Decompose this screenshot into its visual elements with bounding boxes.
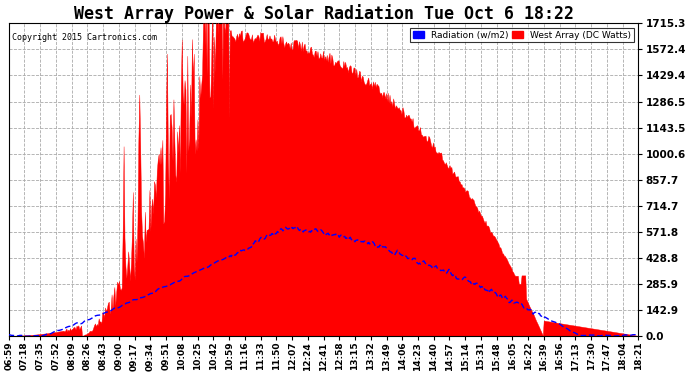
Text: Copyright 2015 Cartronics.com: Copyright 2015 Cartronics.com xyxy=(12,33,157,42)
Title: West Array Power & Solar Radiation Tue Oct 6 18:22: West Array Power & Solar Radiation Tue O… xyxy=(74,4,573,23)
Legend: Radiation (w/m2), West Array (DC Watts): Radiation (w/m2), West Array (DC Watts) xyxy=(411,28,634,42)
